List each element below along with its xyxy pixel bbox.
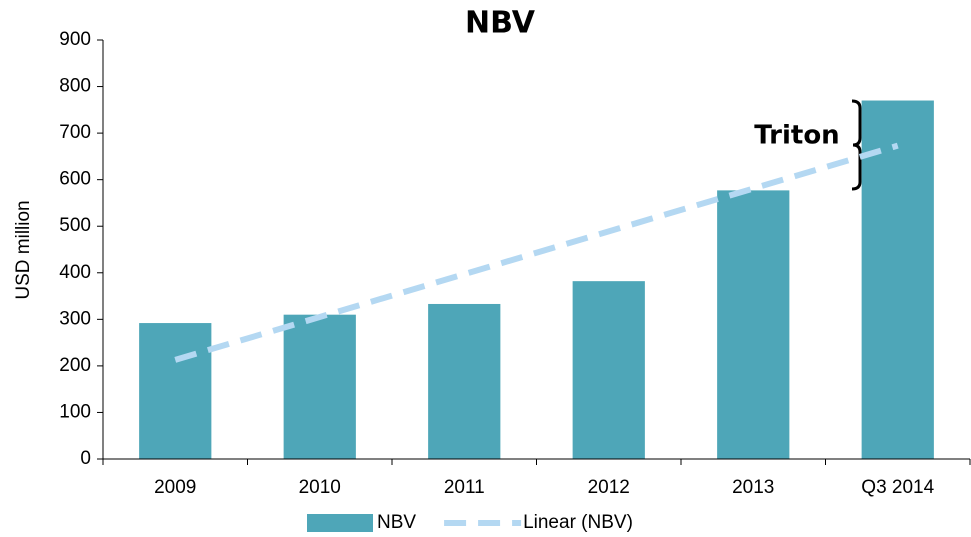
bar	[139, 323, 212, 459]
x-tick-label: 2009	[154, 477, 196, 498]
legend-swatch	[307, 514, 373, 532]
y-tick-label: 600	[59, 169, 91, 190]
trend-line	[174, 142, 899, 363]
y-tick-label: 300	[59, 308, 91, 329]
legend-label: NBV	[377, 512, 416, 533]
x-tick-label: 2010	[299, 477, 341, 498]
bracket	[851, 99, 862, 191]
x-tick-label: 2013	[732, 477, 774, 498]
x-tick-label: Q3 2014	[861, 477, 934, 498]
y-axis-label: USD million	[13, 200, 34, 299]
y-tick-label: 700	[59, 122, 91, 143]
bar	[861, 100, 934, 460]
y-tick-label: 500	[59, 215, 91, 236]
y-tick-label: 900	[59, 29, 91, 50]
y-tick-label: 0	[80, 448, 91, 469]
y-tick-label: 800	[59, 76, 91, 97]
x-tick-label: 2012	[588, 477, 630, 498]
chart-title: NBV	[465, 6, 536, 41]
bar	[428, 303, 501, 459]
y-tick-label: 200	[59, 355, 91, 376]
bar	[572, 281, 645, 459]
y-tick-label: 100	[59, 401, 91, 422]
bar	[717, 190, 790, 459]
y-tick-label: 400	[59, 262, 91, 283]
bar	[283, 314, 356, 459]
legend-label: Linear (NBV)	[523, 512, 633, 533]
annotation: Triton	[754, 121, 839, 151]
x-tick-label: 2011	[444, 477, 485, 498]
